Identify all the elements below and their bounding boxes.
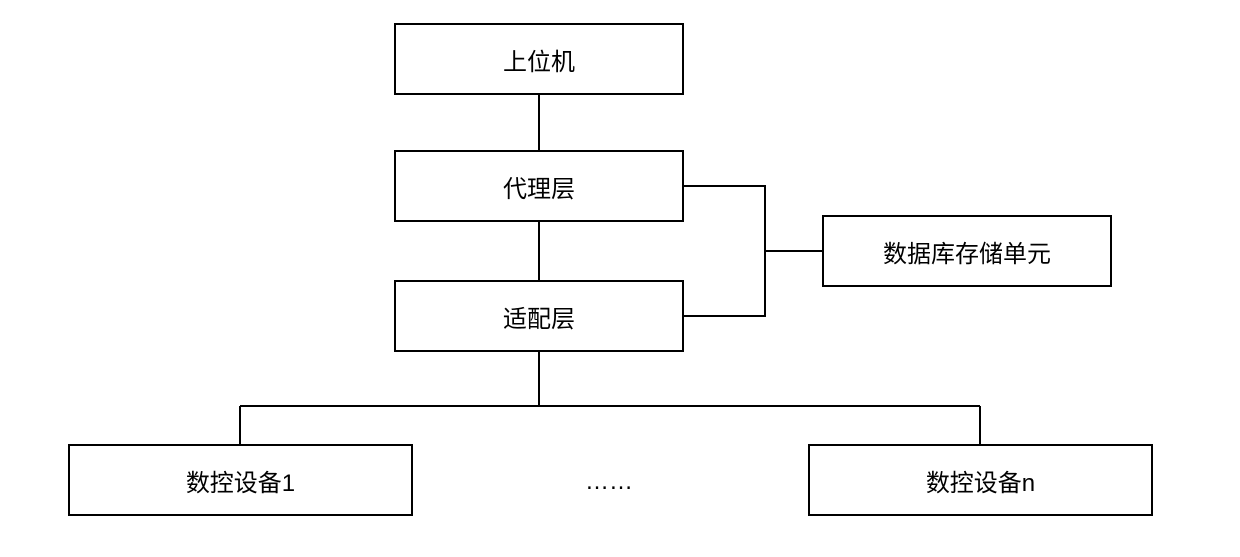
node-db: 数据库存储单元 — [822, 215, 1112, 287]
node-host-label: 上位机 — [503, 42, 575, 77]
diagram-canvas: 上位机 代理层 适配层 数据库存储单元 数控设备1 数控设备n …… — [0, 0, 1240, 557]
node-host: 上位机 — [394, 23, 684, 95]
edge-adapter-db — [684, 251, 765, 316]
node-agent-label: 代理层 — [503, 169, 575, 204]
node-adapter-label: 适配层 — [503, 299, 575, 334]
node-dev1: 数控设备1 — [68, 444, 413, 516]
node-db-label: 数据库存储单元 — [883, 234, 1051, 269]
node-dev1-label: 数控设备1 — [186, 463, 295, 498]
node-agent: 代理层 — [394, 150, 684, 222]
edge-agent-db — [684, 186, 822, 251]
node-devn: 数控设备n — [808, 444, 1153, 516]
ellipsis-label: …… — [585, 468, 633, 495]
node-devn-label: 数控设备n — [926, 463, 1035, 498]
node-adapter: 适配层 — [394, 280, 684, 352]
ellipsis-text: …… — [585, 468, 633, 496]
